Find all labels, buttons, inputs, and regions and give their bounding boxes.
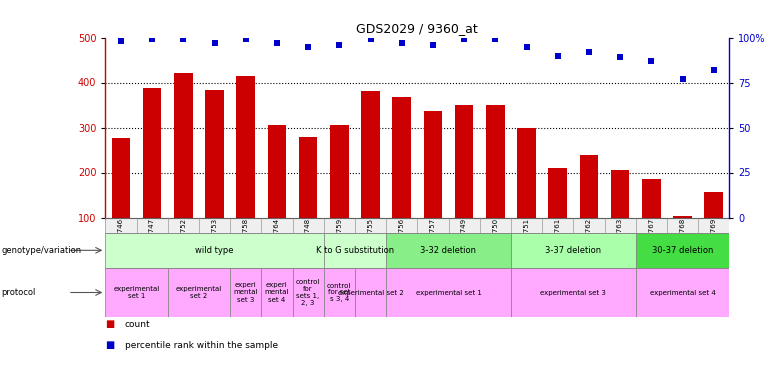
Bar [105, 217, 136, 232]
Text: GSM86746: GSM86746 [118, 218, 124, 256]
Text: GSM86764: GSM86764 [274, 218, 280, 256]
Text: wild type: wild type [195, 246, 234, 255]
Bar [580, 154, 598, 262]
Text: GSM86755: GSM86755 [367, 218, 374, 256]
Bar [292, 217, 324, 232]
Bar [292, 268, 324, 317]
Text: GSM86753: GSM86753 [211, 218, 218, 256]
Bar [168, 217, 199, 232]
Bar [480, 217, 511, 232]
Text: GSM86768: GSM86768 [679, 218, 686, 256]
Bar [236, 76, 255, 262]
Text: genotype/variation: genotype/variation [2, 246, 82, 255]
Bar [230, 268, 261, 317]
Bar [448, 217, 480, 232]
Bar [667, 217, 698, 232]
Bar [386, 268, 511, 317]
Bar [105, 268, 168, 317]
Text: experimental set 4: experimental set 4 [650, 290, 715, 296]
Text: GSM86751: GSM86751 [523, 218, 530, 256]
Bar [168, 268, 230, 317]
Bar [261, 217, 292, 232]
Text: GSM86757: GSM86757 [430, 218, 436, 256]
Text: GSM86763: GSM86763 [617, 218, 623, 256]
Bar [386, 217, 417, 232]
Bar [330, 125, 349, 262]
Bar [704, 192, 723, 262]
Bar [324, 232, 386, 268]
Bar [636, 232, 729, 268]
Bar [324, 217, 355, 232]
Text: GSM86750: GSM86750 [492, 218, 498, 256]
Text: GSM86748: GSM86748 [305, 218, 311, 256]
Text: 3-37 deletion: 3-37 deletion [545, 246, 601, 255]
Text: count: count [125, 320, 151, 329]
Text: experimental set 2: experimental set 2 [338, 290, 403, 296]
Bar [698, 217, 729, 232]
Text: GSM86756: GSM86756 [399, 218, 405, 256]
Bar [455, 105, 473, 262]
Bar [573, 217, 604, 232]
Text: control
for
sets 1,
2, 3: control for sets 1, 2, 3 [296, 279, 321, 306]
Bar [112, 138, 130, 262]
Bar [261, 268, 292, 317]
Text: ■: ■ [105, 340, 115, 350]
Bar [636, 268, 729, 317]
Bar [230, 217, 261, 232]
Text: 30-37 deletion: 30-37 deletion [652, 246, 713, 255]
Bar [636, 217, 667, 232]
Bar [542, 217, 573, 232]
Text: experimental
set 1: experimental set 1 [113, 286, 160, 299]
Bar [324, 268, 355, 317]
Text: control
for set
s 3, 4: control for set s 3, 4 [327, 282, 352, 303]
Text: experimental
set 2: experimental set 2 [176, 286, 222, 299]
Text: GSM86747: GSM86747 [149, 218, 155, 256]
Bar [517, 128, 536, 262]
Bar [361, 91, 380, 262]
Bar [417, 217, 448, 232]
Bar [424, 111, 442, 262]
Text: GSM86762: GSM86762 [586, 218, 592, 256]
Bar [299, 137, 317, 262]
Bar [642, 179, 661, 262]
Bar [486, 105, 505, 262]
Text: GSM86752: GSM86752 [180, 218, 186, 256]
Text: GSM86767: GSM86767 [648, 218, 654, 256]
Text: experi
mental
set 4: experi mental set 4 [264, 282, 289, 303]
Text: protocol: protocol [2, 288, 36, 297]
Bar [673, 216, 692, 262]
Text: experi
mental
set 3: experi mental set 3 [233, 282, 258, 303]
Bar [392, 98, 411, 262]
Bar [205, 90, 224, 262]
Bar [611, 170, 629, 262]
Bar [199, 217, 230, 232]
Bar [548, 168, 567, 262]
Text: GSM86759: GSM86759 [336, 218, 342, 256]
Bar [143, 88, 161, 262]
Text: GSM86769: GSM86769 [711, 218, 717, 256]
Text: GSM86758: GSM86758 [243, 218, 249, 256]
Bar [268, 125, 286, 262]
Text: GSM86761: GSM86761 [555, 218, 561, 256]
Title: GDS2029 / 9360_at: GDS2029 / 9360_at [356, 22, 478, 35]
Bar [105, 232, 324, 268]
Bar [136, 217, 168, 232]
Text: experimental set 3: experimental set 3 [541, 290, 606, 296]
Bar [511, 232, 636, 268]
Bar [355, 268, 386, 317]
Text: experimental set 1: experimental set 1 [416, 290, 481, 296]
Text: GSM86749: GSM86749 [461, 218, 467, 256]
Text: ■: ■ [105, 320, 115, 329]
Text: percentile rank within the sample: percentile rank within the sample [125, 340, 278, 350]
Bar [511, 268, 636, 317]
Text: 3-32 deletion: 3-32 deletion [420, 246, 477, 255]
Bar [604, 217, 636, 232]
Text: K to G substitution: K to G substitution [316, 246, 394, 255]
Bar [355, 217, 386, 232]
Bar [386, 232, 511, 268]
Bar [511, 217, 542, 232]
Bar [174, 73, 193, 262]
